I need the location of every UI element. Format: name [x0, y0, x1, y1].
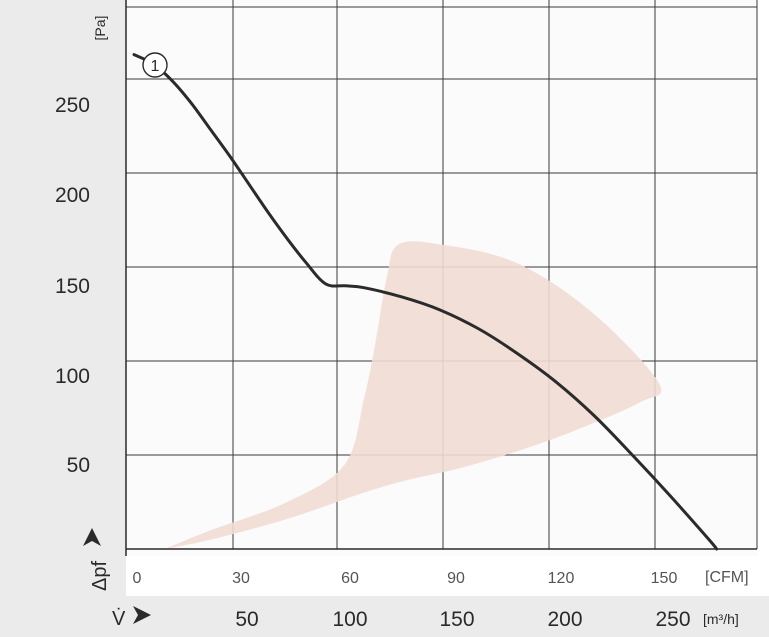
y-axis-band	[0, 0, 126, 637]
x-cfm-tick-label: 150	[651, 570, 678, 587]
series-1-marker-circle	[142, 52, 168, 78]
x-cfm-tick-labels: 0 30 60 90 120 150	[133, 570, 678, 587]
x-m3h-tick-label: 150	[439, 608, 474, 631]
x-cfm-tick-label: 60	[341, 570, 359, 587]
x-axis-band	[0, 596, 769, 637]
x-cfm-tick-label: 90	[447, 570, 465, 587]
series-1-marker-label: 1	[151, 58, 160, 75]
x-m3h-tick-label: 200	[547, 608, 582, 631]
x-m3h-unit-label: [m³/h]	[703, 611, 739, 627]
x-m3h-symbol: V̇	[112, 608, 126, 630]
y-tick-label: 150	[55, 275, 90, 298]
x-m3h-tick-label: 250	[655, 608, 690, 631]
plot-frame	[125, 0, 757, 556]
operating-region-shading	[164, 241, 662, 550]
x-cfm-unit-label: [CFM]	[705, 569, 749, 586]
y-tick-label: 200	[55, 184, 90, 207]
y-tick-label: 250	[55, 94, 90, 117]
x-m3h-tick-labels: 50 100 150 200 250	[235, 608, 690, 631]
series-1-marker: 1	[142, 52, 168, 78]
x-cfm-tick-label: 120	[548, 570, 575, 587]
y-axis-arrow-icon	[83, 528, 101, 546]
x-m3h-tick-label: 100	[332, 608, 367, 631]
y-unit-label: [Pa]	[92, 16, 108, 41]
series-1-line	[132, 53, 719, 551]
x-axis-arrow-icon	[133, 606, 151, 624]
y-tick-labels: 50 100 150 200 250	[55, 94, 90, 477]
x-cfm-tick-label: 30	[232, 570, 250, 587]
x-cfm-tick-label: 0	[133, 570, 142, 587]
y-axis-symbol: Δpf	[89, 561, 111, 591]
x-m3h-tick-label: 50	[235, 608, 258, 631]
y-tick-label: 50	[67, 454, 90, 477]
y-tick-label: 100	[55, 365, 90, 388]
